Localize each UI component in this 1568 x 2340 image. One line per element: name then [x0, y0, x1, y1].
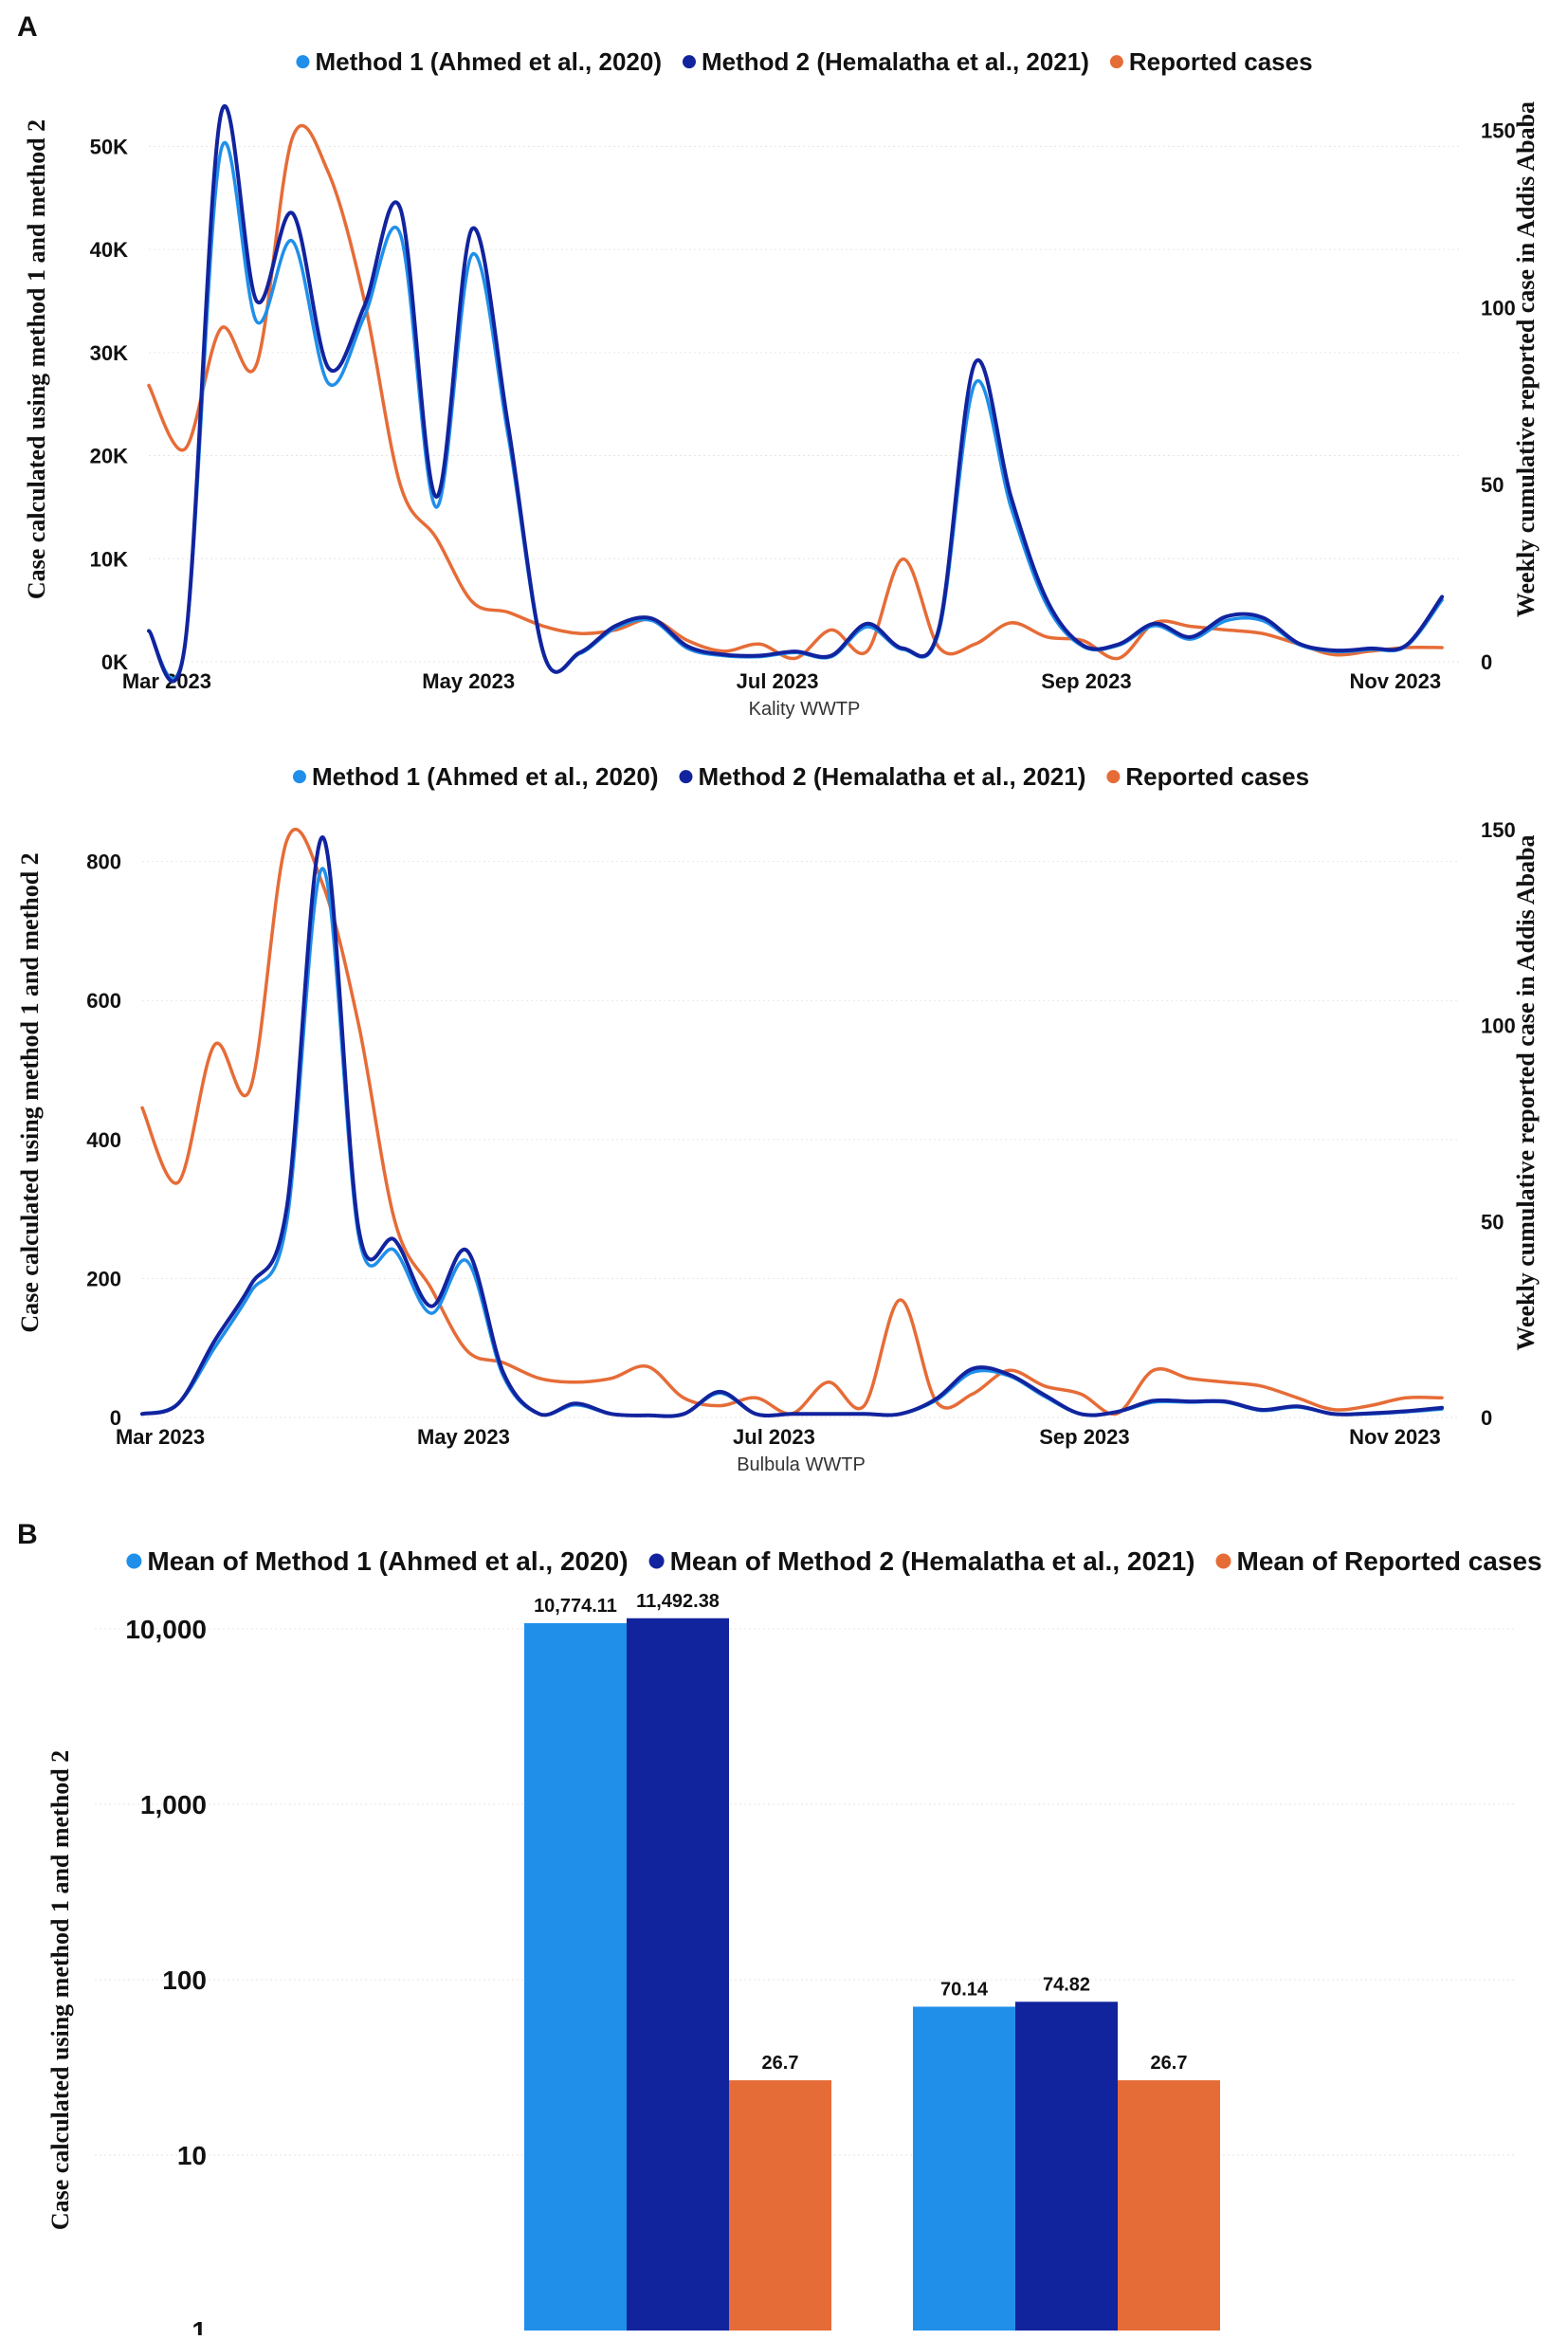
bar-2 — [1015, 2002, 1118, 2331]
y2-tick-label: 150 — [1481, 119, 1516, 142]
kality-line-chart: Method 1 (Ahmed et al., 2020) Method 2 (H… — [23, 47, 1540, 720]
x-tick-label: Sep 2023 — [1039, 1425, 1129, 1449]
bar-data-label: 74.82 — [1043, 1974, 1090, 1995]
y-axis-title: Case calculated using method 1 and metho… — [46, 1750, 74, 2230]
x-tick-label: Jul 2023 — [733, 1425, 815, 1449]
x-axis-title: Bulbula WWTP — [737, 1454, 866, 1475]
bar-1 — [913, 2006, 1015, 2331]
legend-marker-1 — [126, 1553, 142, 1569]
series-line-2 — [147, 103, 1445, 684]
legend-label-2: Method 2 (Hemalatha et al., 2021) — [702, 47, 1089, 76]
y-tick-label: 10 — [177, 2141, 207, 2170]
x-tick-label: Nov 2023 — [1349, 1425, 1441, 1449]
bar-data-label: 10,774.11 — [534, 1596, 617, 1617]
series-line-3 — [147, 123, 1444, 661]
x-tick-label: May 2023 — [417, 1425, 510, 1449]
bar-data-label: 26.7 — [1151, 2053, 1188, 2074]
y2-tick-label: 0 — [1481, 1406, 1492, 1430]
x-tick-label: Sep 2023 — [1041, 669, 1131, 693]
legend-label-1: Mean of Method 1 (Ahmed et al., 2020) — [147, 1546, 628, 1576]
y2-tick-label: 150 — [1481, 818, 1516, 842]
legend-marker-1 — [296, 55, 310, 69]
legend-marker-2 — [682, 55, 696, 69]
y-tick-label: 10,000 — [125, 1615, 207, 1644]
y-axis-title: Case calculated using method 1 and metho… — [23, 119, 50, 599]
legend-label-1: Method 1 (Ahmed et al., 2020) — [315, 47, 662, 76]
legend-marker-3 — [1215, 1553, 1231, 1569]
legend-label-3: Reported cases — [1125, 762, 1309, 791]
y2-tick-label: 100 — [1481, 296, 1516, 320]
y2-tick-label: 0 — [1481, 650, 1492, 674]
gridlines — [142, 861, 1460, 1418]
legend-marker-2 — [679, 770, 693, 784]
gridlines — [149, 145, 1460, 663]
x-tick-label: Mar 2023 — [116, 1425, 205, 1449]
legend: Method 1 (Ahmed et al., 2020) Method 2 (H… — [292, 762, 1309, 791]
gridlines — [95, 1628, 1517, 2156]
bar-1 — [524, 1622, 627, 2331]
y-tick-label: 0K — [101, 650, 128, 674]
y-tick-label: 200 — [86, 1267, 121, 1290]
legend: Mean of Method 1 (Ahmed et al., 2020) Mea… — [126, 1546, 1542, 1576]
y-tick-label: 10K — [90, 547, 128, 571]
legend-label-3: Mean of Reported cases — [1237, 1546, 1542, 1576]
y2-tick-label: 50 — [1481, 1210, 1504, 1234]
legend-marker-3 — [1106, 770, 1121, 784]
y-tick-label: 100 — [162, 1965, 207, 1995]
y2-tick-label: 100 — [1481, 1015, 1516, 1038]
y-tick-label: 50K — [90, 135, 128, 158]
series-line-2 — [140, 834, 1444, 1418]
bar-data-label: 70.14 — [940, 1979, 989, 2000]
mean-bar-chart: Mean of Method 1 (Ahmed et al., 2020) Mea… — [46, 1546, 1542, 2340]
y-tick-label: 1,000 — [140, 1790, 207, 1819]
y-tick-label: 0 — [110, 1406, 121, 1430]
y-tick-label: 40K — [90, 238, 128, 262]
y-tick-label: 800 — [86, 850, 121, 874]
y2-tick-label: 50 — [1481, 473, 1504, 497]
y-tick-label: 400 — [86, 1128, 121, 1152]
bar-3 — [1118, 2080, 1220, 2331]
legend-label-1: Method 1 (Ahmed et al., 2020) — [312, 762, 659, 791]
legend-label-2: Mean of Method 2 (Hemalatha et al., 2021… — [670, 1546, 1195, 1576]
panel-label-b: B — [17, 1519, 38, 1550]
x-tick-label: Jul 2023 — [737, 669, 819, 693]
y2-axis-title: Weekly cumulative reported case in Addis… — [1512, 101, 1540, 617]
series-line-1 — [147, 140, 1444, 681]
y-tick-label: 30K — [90, 341, 128, 365]
bulbula-line-chart: Method 1 (Ahmed et al., 2020) Method 2 (H… — [16, 762, 1540, 1475]
panel-label-a: A — [17, 11, 38, 43]
legend-label-3: Reported cases — [1129, 47, 1313, 76]
x-axis-title: Kality WWTP — [749, 699, 861, 720]
legend-marker-1 — [292, 770, 306, 784]
y-axis-title: Case calculated using method 1 and metho… — [16, 852, 44, 1332]
y-tick-label: 600 — [86, 989, 121, 1013]
legend-label-2: Method 2 (Hemalatha et al., 2021) — [698, 762, 1085, 791]
y-tick-label: 20K — [90, 445, 128, 468]
x-tick-label: May 2023 — [422, 669, 515, 693]
bar-data-label: 26.7 — [762, 2053, 799, 2074]
bar-data-label: 11,492.38 — [636, 1591, 720, 1612]
legend-marker-2 — [648, 1553, 665, 1569]
y-tick-label: 1 — [191, 2316, 207, 2335]
y2-axis-title: Weekly cumulative reported case in Addis… — [1512, 834, 1540, 1350]
legend-marker-3 — [1109, 55, 1123, 69]
x-tick-label: Nov 2023 — [1349, 669, 1441, 693]
series-line-3 — [140, 827, 1444, 1417]
bar-3 — [729, 2080, 831, 2331]
legend: Method 1 (Ahmed et al., 2020) Method 2 (H… — [296, 47, 1313, 76]
bar-2 — [627, 1618, 729, 2331]
